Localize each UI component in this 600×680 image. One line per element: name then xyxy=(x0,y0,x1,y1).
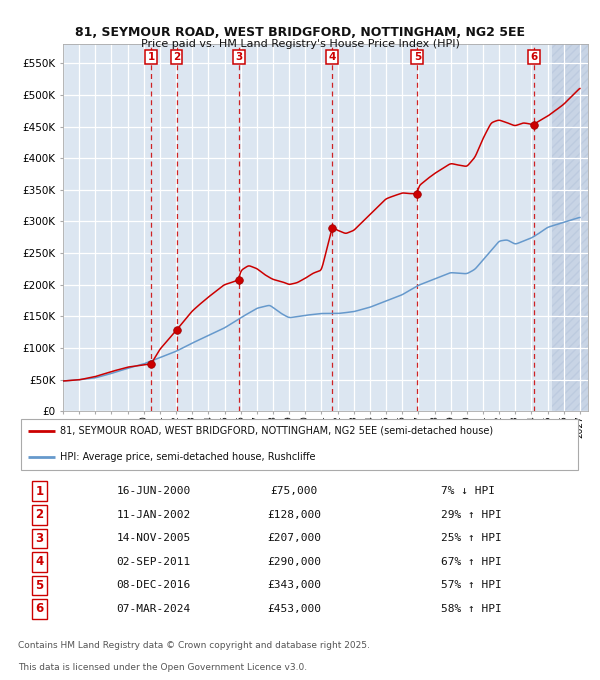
Text: 11-JAN-2002: 11-JAN-2002 xyxy=(116,510,191,520)
FancyBboxPatch shape xyxy=(21,419,578,471)
Text: 2: 2 xyxy=(35,509,43,522)
Text: 81, SEYMOUR ROAD, WEST BRIDGFORD, NOTTINGHAM, NG2 5EE (semi-detached house): 81, SEYMOUR ROAD, WEST BRIDGFORD, NOTTIN… xyxy=(60,426,493,436)
Text: 1: 1 xyxy=(35,485,43,498)
Text: 67% ↑ HPI: 67% ↑ HPI xyxy=(441,557,502,567)
Text: This data is licensed under the Open Government Licence v3.0.: This data is licensed under the Open Gov… xyxy=(18,663,307,672)
Text: £453,000: £453,000 xyxy=(268,604,322,614)
Text: £75,000: £75,000 xyxy=(271,486,318,496)
Text: HPI: Average price, semi-detached house, Rushcliffe: HPI: Average price, semi-detached house,… xyxy=(60,452,316,462)
Text: 81, SEYMOUR ROAD, WEST BRIDGFORD, NOTTINGHAM, NG2 5EE: 81, SEYMOUR ROAD, WEST BRIDGFORD, NOTTIN… xyxy=(75,26,525,39)
Text: 29% ↑ HPI: 29% ↑ HPI xyxy=(441,510,502,520)
Text: £128,000: £128,000 xyxy=(268,510,322,520)
Text: 25% ↑ HPI: 25% ↑ HPI xyxy=(441,533,502,543)
Text: 57% ↑ HPI: 57% ↑ HPI xyxy=(441,581,502,590)
Text: 1: 1 xyxy=(148,52,155,62)
Text: 08-DEC-2016: 08-DEC-2016 xyxy=(116,581,191,590)
Text: 6: 6 xyxy=(531,52,538,62)
Text: Contains HM Land Registry data © Crown copyright and database right 2025.: Contains HM Land Registry data © Crown c… xyxy=(18,641,370,649)
Text: 4: 4 xyxy=(329,52,336,62)
Text: 4: 4 xyxy=(35,556,44,568)
Text: £290,000: £290,000 xyxy=(268,557,322,567)
Text: £343,000: £343,000 xyxy=(268,581,322,590)
Text: 7% ↓ HPI: 7% ↓ HPI xyxy=(441,486,495,496)
Text: £207,000: £207,000 xyxy=(268,533,322,543)
Text: 3: 3 xyxy=(235,52,242,62)
Text: 2: 2 xyxy=(173,52,180,62)
Text: 6: 6 xyxy=(35,602,44,615)
Text: Price paid vs. HM Land Registry's House Price Index (HPI): Price paid vs. HM Land Registry's House … xyxy=(140,39,460,49)
Text: 3: 3 xyxy=(35,532,43,545)
Text: 5: 5 xyxy=(414,52,421,62)
Text: 58% ↑ HPI: 58% ↑ HPI xyxy=(441,604,502,614)
Text: 02-SEP-2011: 02-SEP-2011 xyxy=(116,557,191,567)
Text: 16-JUN-2000: 16-JUN-2000 xyxy=(116,486,191,496)
Text: 14-NOV-2005: 14-NOV-2005 xyxy=(116,533,191,543)
Text: 07-MAR-2024: 07-MAR-2024 xyxy=(116,604,191,614)
Bar xyxy=(553,44,588,411)
Text: 5: 5 xyxy=(35,579,44,592)
